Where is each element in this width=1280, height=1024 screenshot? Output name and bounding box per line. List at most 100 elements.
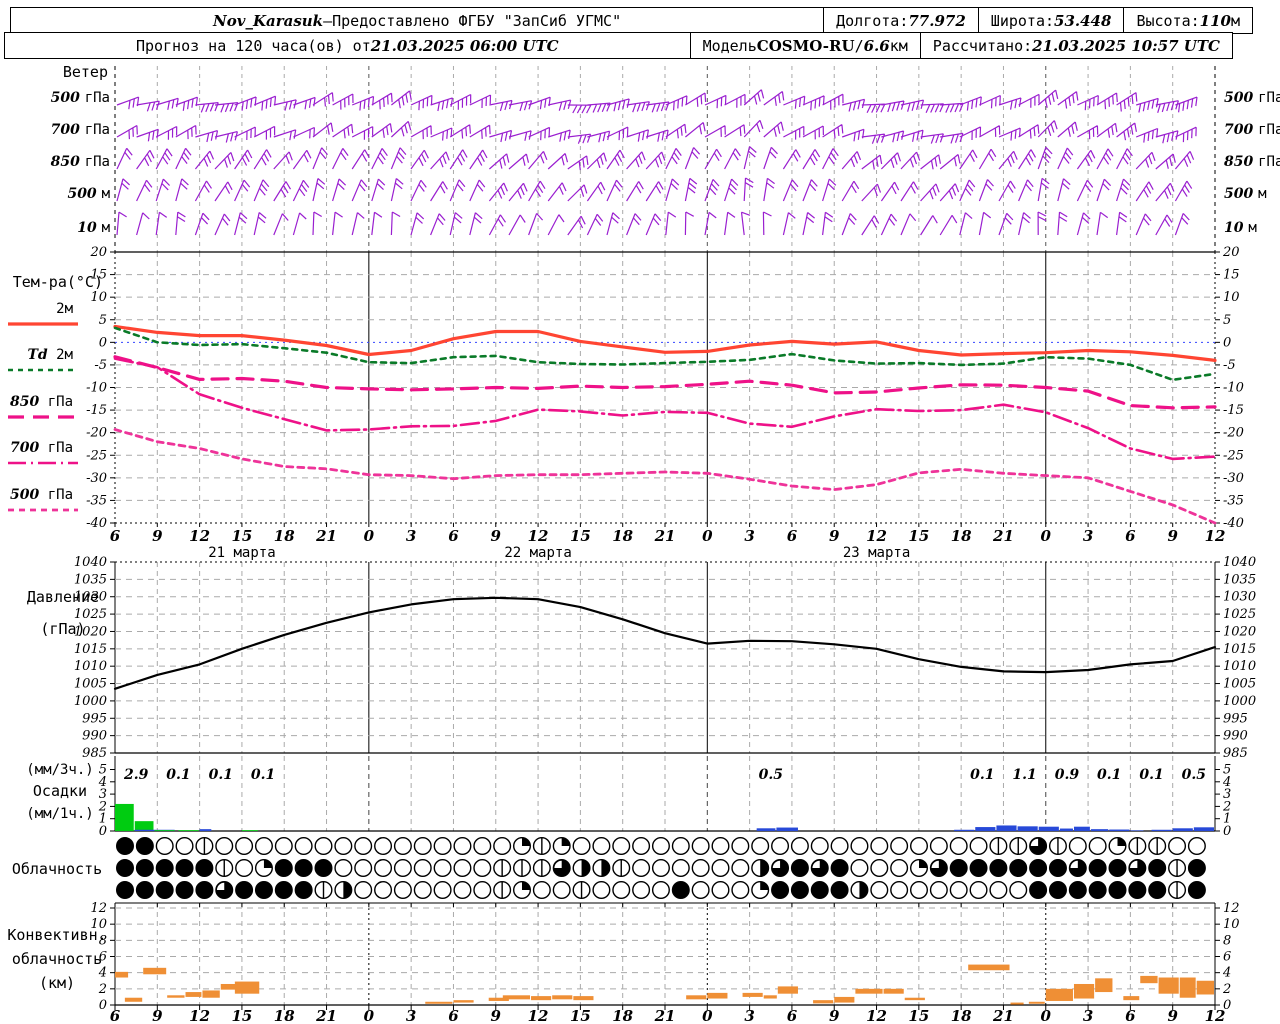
precip-bar-blue <box>996 825 1017 831</box>
hour-label-bottom: 6 <box>110 1007 121 1024</box>
wind-barb <box>194 212 210 236</box>
temp-ytick-right: 10 <box>1223 290 1240 305</box>
cloud-symbol <box>870 881 889 900</box>
hour-label-bottom: 9 <box>829 1007 840 1024</box>
cloud-symbol <box>393 881 412 900</box>
wind-barb-row <box>116 119 1197 144</box>
pressure-ytick-right: 1030 <box>1223 590 1256 605</box>
cloud-symbol <box>413 859 432 878</box>
wind-barb <box>469 179 486 202</box>
pressure-ytick-left: 1015 <box>74 642 107 657</box>
wind-barb <box>253 149 272 170</box>
wind-barb <box>782 149 801 170</box>
wind-barb <box>488 182 508 202</box>
wind-barb-row <box>116 146 1195 171</box>
header-row-1: Nov_Karasuk – Предоставлено ФГБУ "ЗапСиб… <box>10 7 1253 34</box>
wind-barb <box>214 131 238 143</box>
wind-barb <box>175 96 198 111</box>
cloud-symbol <box>274 859 293 878</box>
wind-barb <box>763 121 784 138</box>
cloud-symbol <box>711 837 730 856</box>
hour-label-mid: 6 <box>1125 527 1136 545</box>
convective-panel: Конвективн. облачность (км) <box>7 926 1214 1005</box>
wind-barb <box>802 179 818 202</box>
precip-ytick-right: 4 <box>1222 775 1231 790</box>
conv-ytick-right: 4 <box>1222 966 1231 981</box>
cloud-quarter <box>522 881 531 890</box>
cloud-symbol <box>592 837 611 856</box>
wind-barb <box>920 183 940 202</box>
cloud-quarter <box>561 837 570 846</box>
wind-barb <box>1116 178 1131 202</box>
wind-barb <box>920 103 945 113</box>
wind-barb <box>312 92 334 107</box>
hour-label-bottom: 6 <box>1125 1007 1136 1024</box>
convective-bar <box>883 988 904 994</box>
cloud-symbol <box>254 881 273 900</box>
station-title-text: Nov_Karasuk <box>213 11 324 30</box>
wind-barb <box>880 181 900 202</box>
cloud-symbol <box>374 837 393 856</box>
cloud-symbol <box>969 859 988 878</box>
wind-barb <box>1155 130 1179 144</box>
wind-barb <box>959 149 978 170</box>
wind-barb <box>508 182 528 202</box>
pressure-ytick-right: 1020 <box>1223 624 1256 639</box>
cloud-symbol <box>453 837 472 856</box>
cloud-symbol <box>771 837 790 856</box>
wind-barb <box>861 215 880 236</box>
wind-barb <box>978 211 992 236</box>
latitude: Широта: 53.448 <box>977 8 1124 33</box>
temp-ytick-left: -35 <box>86 493 107 508</box>
temp-ytick-left: -10 <box>86 381 107 396</box>
cloud-symbol <box>830 859 849 878</box>
forecast-info: Прогноз на 120 часа(ов) от 21.03.2025 06… <box>5 33 690 58</box>
wind-barb <box>1018 93 1040 108</box>
temp-ytick-right: -30 <box>1223 471 1244 486</box>
temp-ytick-left: 0 <box>99 335 107 350</box>
wind-barb <box>626 213 642 236</box>
pressure-ytick-right: 1015 <box>1223 642 1256 657</box>
wind-barb <box>1018 124 1040 139</box>
hour-label-mid: 6 <box>110 527 121 545</box>
cloud-symbol <box>751 837 770 856</box>
cloud-3q-gap <box>1130 860 1138 868</box>
conv-ytick-right: 6 <box>1223 950 1231 965</box>
hour-label-mid: 21 <box>315 527 337 545</box>
cloud-symbol <box>850 859 869 878</box>
wind-barb <box>156 97 179 110</box>
wind-barb <box>1018 149 1037 170</box>
precip-bar-blue <box>1090 829 1109 831</box>
pressure-ytick-left: 1020 <box>74 624 107 639</box>
cloud-symbol <box>632 837 651 856</box>
conv-ytick-left: 8 <box>99 933 107 948</box>
wind-barb-row <box>116 177 1193 202</box>
wind-barb <box>195 102 219 113</box>
wind-barb <box>1076 149 1096 170</box>
wind-panel: Ветер 500 гПа 500 гПа 700 гПа 700 гПа 850 гПа… <box>51 63 1280 236</box>
cloud-half <box>601 859 610 877</box>
hour-label-bottom: 18 <box>274 1007 295 1024</box>
hour-label-bottom: 12 <box>1205 1007 1226 1024</box>
wind-barb <box>802 149 821 170</box>
wind-barb <box>684 211 694 236</box>
temp-ytick-right: -15 <box>1223 403 1244 418</box>
wind-barb <box>1096 122 1118 138</box>
wind-barb <box>1175 96 1198 113</box>
cloud-symbol <box>1009 881 1028 900</box>
legend-label-td2m: Td 2м <box>27 347 73 363</box>
wind-barb <box>1076 212 1091 236</box>
precip-amount-label: 1.1 <box>1012 767 1036 783</box>
wind-barb <box>155 178 171 202</box>
precip-ytick-right: 3 <box>1223 787 1231 802</box>
cloud-symbol <box>294 837 313 856</box>
wind-barb <box>371 123 393 138</box>
pressure-ytick-left: 1030 <box>74 590 107 605</box>
wind-barb <box>567 104 592 114</box>
cloud-row-1 <box>115 859 1206 878</box>
series-td2m <box>113 326 1217 382</box>
hour-label-bottom: 9 <box>491 1007 502 1024</box>
wind-barb <box>469 149 488 170</box>
precip-title-2: Осадки <box>33 782 87 800</box>
wind-barb <box>645 181 664 202</box>
